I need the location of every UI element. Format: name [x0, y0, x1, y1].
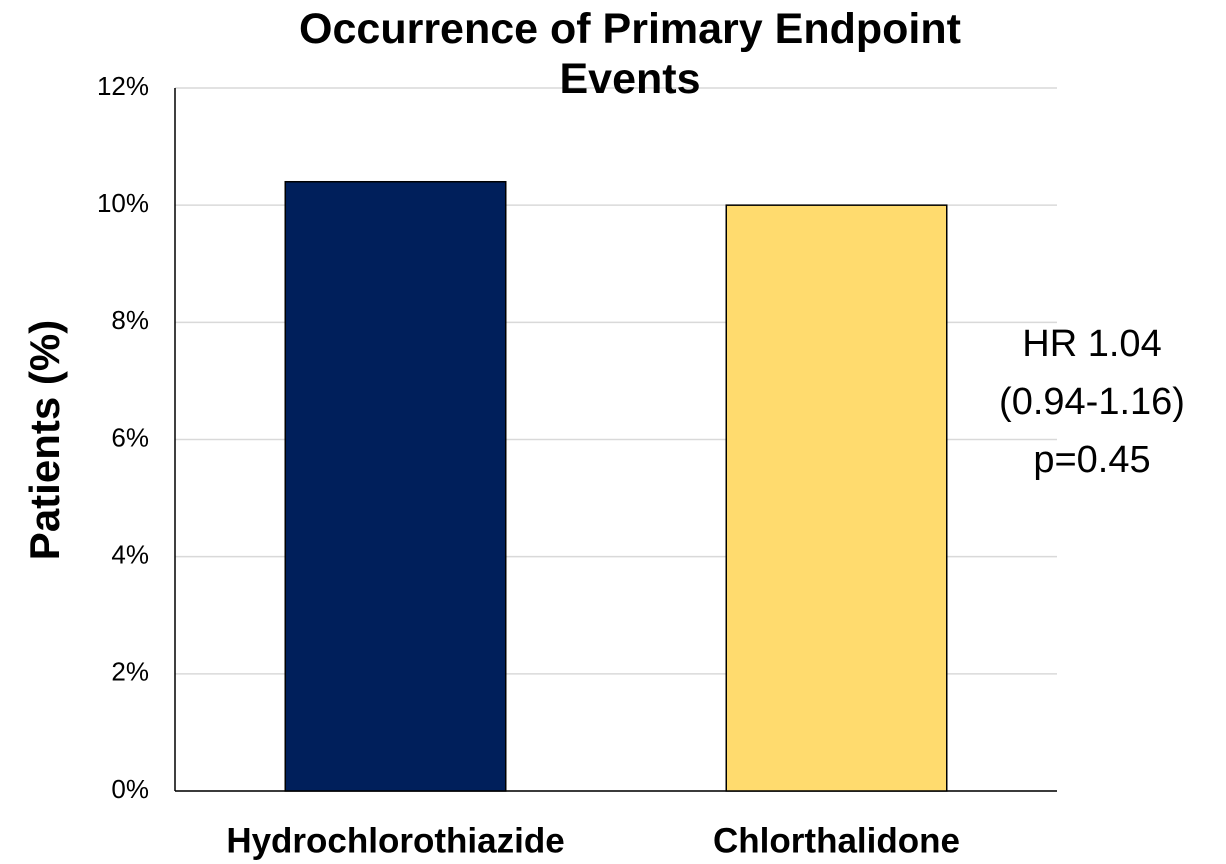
annotation: p=0.45: [1033, 439, 1150, 481]
chart-title: Occurrence of Primary Endpoint Events: [299, 5, 961, 103]
x-tick-label: Hydrochlorothiazide: [226, 821, 564, 860]
annotation: HR 1.04: [1022, 323, 1161, 365]
y-tick-label: 8%: [111, 305, 149, 335]
y-tick-label: 4%: [111, 540, 149, 570]
y-tick-label: 12%: [97, 71, 149, 101]
y-tick-label: 2%: [111, 657, 149, 687]
y-axis-label: Patients (%): [21, 320, 68, 560]
y-tick-label: 10%: [97, 188, 149, 218]
bar: [725, 204, 948, 792]
y-tick-label: 6%: [111, 422, 149, 452]
bar: [284, 180, 507, 792]
y-tick-label: 0%: [111, 774, 149, 804]
x-tick-label: Chlorthalidone: [713, 821, 960, 860]
annotation: (0.94-1.16): [999, 381, 1185, 423]
